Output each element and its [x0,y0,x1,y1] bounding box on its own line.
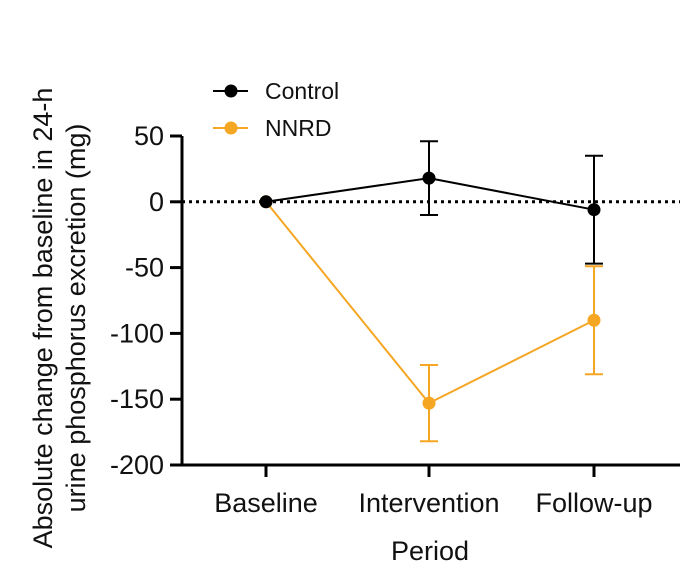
point-control [259,195,273,209]
legend-label: NNRD [265,115,331,141]
y-tick-label: -200 [110,450,164,480]
series-control [259,140,603,265]
legend: Control NNRD [213,78,339,141]
x-ticks: Baseline Intervention Follow-up [214,465,653,518]
y-tick-label: -50 [125,253,164,283]
x-tick-label: Follow-up [535,488,652,518]
y-axis-title-line2: urine phosphorus excretion (mg) [61,124,91,513]
series-nnrd [259,195,603,443]
y-tick-label: -150 [110,384,164,414]
y-ticks: 50 0 -50 -100 -150 -200 [110,121,182,480]
point-control [422,171,436,185]
legend-label: Control [265,78,339,104]
point-nnrd [587,313,601,327]
x-tick-label: Intervention [358,488,499,518]
x-axis-title: Period [391,536,469,566]
y-tick-label: -100 [110,318,164,348]
y-tick-label: 0 [149,187,164,217]
legend-marker [224,84,238,98]
point-nnrd [422,396,436,410]
x-tick-label: Baseline [214,488,318,518]
y-axis-title-line1: Absolute change from baseline in 24-h [28,88,58,549]
legend-item-nnrd: NNRD [213,115,331,141]
series-layer [259,140,603,443]
legend-marker [224,121,238,135]
y-tick-label: 50 [134,121,164,151]
point-control [587,203,601,217]
legend-item-control: Control [213,78,339,104]
